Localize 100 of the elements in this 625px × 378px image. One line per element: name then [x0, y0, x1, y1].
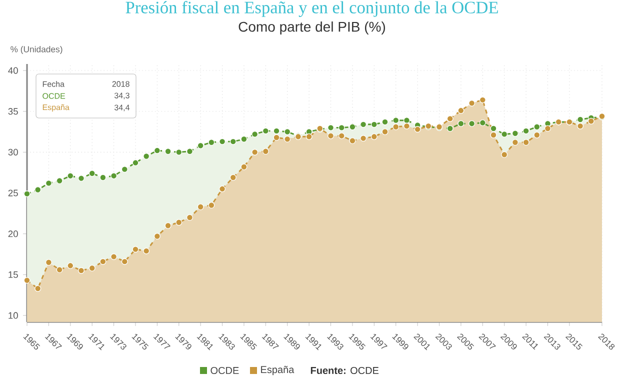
point: [154, 232, 160, 240]
point: [154, 147, 160, 154]
point: [479, 120, 486, 126]
point: [382, 118, 388, 126]
point: [349, 137, 356, 144]
y-tick-label: 30: [8, 148, 18, 156]
point: [67, 262, 74, 269]
point: [164, 222, 172, 229]
point: [328, 124, 334, 131]
point: [512, 139, 518, 146]
point: [34, 186, 42, 193]
point: [370, 133, 378, 140]
point: [176, 148, 182, 156]
point: [132, 246, 139, 253]
point: [56, 266, 63, 274]
point: [24, 277, 30, 284]
annotation: 34,3: [114, 92, 130, 100]
point: [143, 152, 150, 160]
point: [522, 139, 530, 146]
point: [577, 122, 584, 130]
point: [534, 124, 540, 130]
point: [284, 128, 291, 136]
annotation: 34,4: [114, 104, 130, 112]
point: [328, 132, 334, 140]
point: [468, 120, 476, 127]
point: [186, 214, 194, 221]
point: [501, 151, 508, 158]
point: [338, 124, 345, 131]
point: [382, 128, 388, 136]
y-tick-label: 35: [8, 108, 18, 115]
point: [262, 128, 269, 134]
point: [100, 258, 106, 265]
point: [273, 128, 280, 134]
annotation: Fecha: [42, 81, 65, 87]
point: [522, 128, 530, 134]
point: [338, 132, 345, 140]
point: [349, 124, 356, 130]
point: [252, 148, 258, 156]
point: [262, 148, 269, 155]
point: [403, 117, 410, 124]
point: [121, 166, 128, 173]
point: [197, 204, 204, 210]
point: [34, 285, 42, 292]
point: [78, 175, 85, 182]
point: [544, 125, 552, 132]
point: [132, 160, 139, 166]
point: [110, 172, 118, 180]
point: [252, 130, 258, 138]
point: [230, 138, 236, 145]
point: [468, 100, 476, 106]
point: [24, 190, 30, 198]
point: [240, 164, 248, 170]
point: [164, 148, 172, 155]
point: [143, 248, 150, 254]
y-axis-title: % (Unidades): [10, 46, 62, 54]
point: [240, 136, 248, 142]
point: [110, 253, 118, 260]
legend-label: OCDE: [210, 366, 239, 374]
point: [197, 142, 204, 149]
y-tick-label: 20: [8, 230, 18, 238]
point: [176, 219, 182, 226]
point: [490, 125, 497, 132]
point: [306, 133, 312, 140]
point: [56, 177, 63, 184]
point: [392, 124, 400, 130]
point: [45, 259, 52, 266]
point: [512, 130, 518, 137]
text: OCDE: [42, 93, 66, 99]
point: [88, 170, 96, 177]
point: [479, 96, 486, 104]
legend-label: España: [261, 366, 294, 376]
point: [219, 138, 226, 145]
annotation: 2018: [112, 81, 130, 87]
point: [370, 121, 378, 128]
point: [501, 130, 508, 138]
point: [88, 264, 96, 272]
y-tick-label: 40: [8, 67, 18, 74]
point: [230, 174, 236, 181]
point: [100, 174, 106, 181]
point: [45, 180, 52, 186]
point: [78, 267, 85, 274]
point: [577, 116, 584, 123]
point: [446, 115, 454, 122]
y-tick-label: 15: [8, 271, 18, 278]
y-tick-label: 10: [8, 312, 18, 319]
point: [458, 120, 464, 127]
point: [458, 107, 464, 114]
point: [403, 122, 410, 130]
text: Fuente: OCDE: [310, 366, 379, 374]
point: [186, 148, 194, 155]
point: [446, 125, 454, 132]
point: [273, 134, 280, 141]
point: [490, 132, 497, 138]
point: [208, 139, 215, 146]
y-tick-label: 25: [8, 190, 18, 196]
chart-title: Presión fiscal en España y en el conjunto de la OCDE: [126, 1, 498, 17]
point: [121, 258, 128, 265]
point: [534, 132, 540, 138]
point: [392, 117, 400, 124]
chart-subtitle: Como parte del PIB (%): [238, 21, 386, 35]
